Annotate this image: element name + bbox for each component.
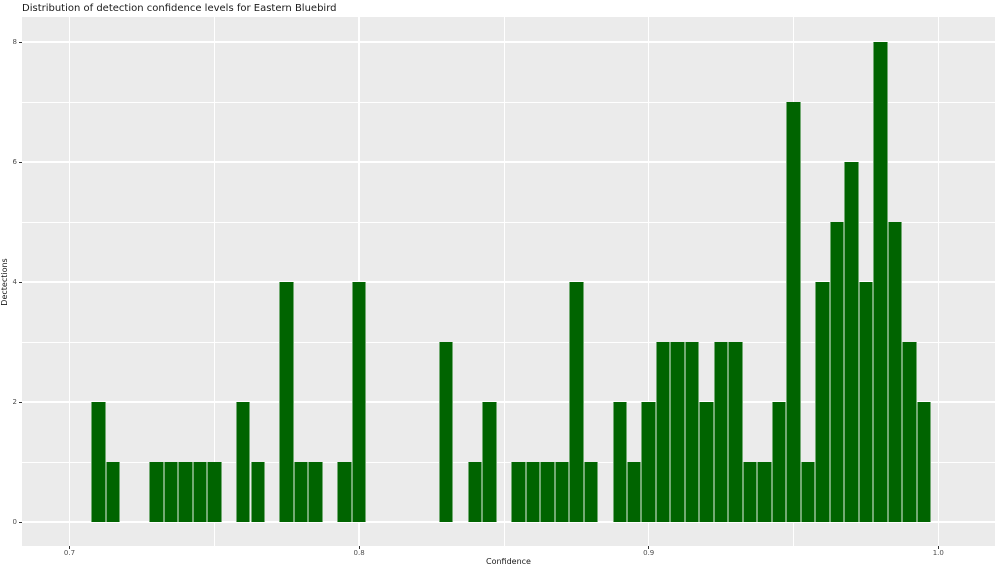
histogram-bar: [192, 462, 208, 522]
histogram-bar: [757, 462, 772, 522]
y-gridline-major: [22, 401, 995, 403]
histogram-bar: [511, 462, 526, 522]
y-tick-mark: [19, 161, 22, 163]
plot-panel: [22, 17, 995, 546]
histogram-bar: [887, 222, 903, 522]
histogram-bar: [525, 462, 541, 522]
x-tick-mark: [358, 546, 360, 549]
x-axis-title: Confidence: [486, 557, 531, 566]
histogram-bar: [438, 342, 454, 522]
histogram-bar: [540, 462, 555, 522]
histogram-bar: [844, 162, 859, 522]
histogram-bar: [771, 402, 787, 522]
histogram-bar: [279, 282, 294, 522]
histogram-bar: [626, 462, 642, 522]
histogram-bar: [902, 342, 917, 522]
x-tick-mark: [69, 546, 70, 549]
histogram-bar: [207, 462, 222, 522]
histogram-bar: [178, 462, 193, 522]
x-tick-mark: [648, 546, 650, 549]
histogram-bar: [293, 462, 309, 522]
x-tick-label: 0.9: [643, 549, 655, 557]
y-axis-title: Dectections: [0, 258, 9, 306]
x-gridline-major: [358, 17, 360, 546]
y-tick-label: 4: [12, 278, 17, 286]
y-gridline-minor: [22, 221, 995, 223]
y-gridline-minor: [22, 101, 995, 103]
x-tick-label: 0.7: [63, 549, 76, 557]
histogram-bar: [91, 402, 106, 522]
histogram-bar: [337, 462, 352, 522]
histogram-bar: [351, 282, 367, 522]
histogram-bar: [873, 42, 888, 522]
histogram-bar: [670, 342, 685, 522]
x-tick-label: 1.0: [932, 549, 944, 557]
histogram-bar: [482, 402, 497, 522]
y-tick-mark: [19, 41, 22, 43]
y-tick-label: 2: [12, 398, 17, 406]
histogram-bar: [641, 402, 656, 522]
histogram-bar: [467, 462, 483, 522]
y-gridline-major: [22, 521, 995, 523]
y-tick-mark: [19, 521, 22, 523]
x-gridline-major: [648, 17, 650, 546]
x-gridline-major: [937, 17, 939, 546]
histogram-bar: [583, 462, 598, 522]
histogram-bar: [713, 342, 729, 522]
histogram-bar: [308, 462, 323, 522]
y-tick-label: 6: [12, 158, 17, 166]
histogram-bar: [655, 342, 671, 522]
histogram-bar: [699, 402, 714, 522]
histogram-bar: [858, 282, 874, 522]
y-gridline-major: [22, 41, 995, 43]
histogram-bar: [250, 462, 265, 522]
y-gridline-major: [22, 281, 995, 283]
histogram-bar: [800, 462, 816, 522]
y-gridline-major: [22, 161, 995, 163]
histogram-bar: [786, 102, 801, 522]
y-tick-label: 0: [12, 518, 17, 526]
y-tick-mark: [19, 281, 22, 283]
histogram-bar: [236, 402, 251, 522]
histogram-bar: [684, 342, 700, 522]
plot-title: Distribution of detection confidence lev…: [22, 3, 337, 14]
x-gridline-major: [68, 17, 71, 546]
histogram-bar: [149, 462, 164, 522]
histogram-bar: [612, 402, 627, 522]
y-tick-mark: [19, 401, 22, 403]
histogram-bar: [554, 462, 570, 522]
histogram-bar: [815, 282, 830, 522]
y-gridline-minor: [22, 461, 995, 463]
histogram-bar: [916, 402, 932, 522]
x-tick-label: 0.8: [353, 549, 365, 557]
histogram-bar: [105, 462, 121, 522]
histogram-bar: [829, 222, 845, 522]
histogram-bar: [163, 462, 179, 522]
x-tick-mark: [937, 546, 939, 549]
histogram-bar: [728, 342, 743, 522]
histogram-bar: [742, 462, 758, 522]
y-gridline-minor: [22, 341, 995, 343]
y-tick-label: 8: [12, 38, 17, 46]
histogram-bar: [569, 282, 584, 522]
